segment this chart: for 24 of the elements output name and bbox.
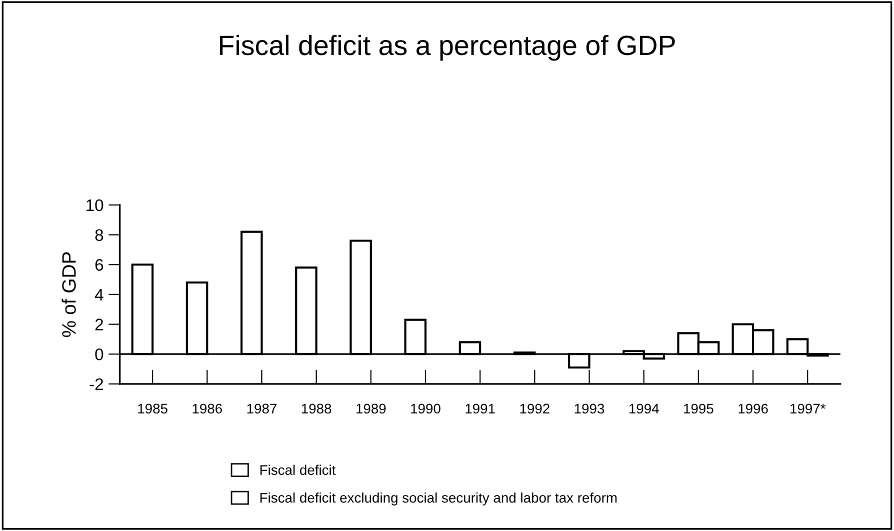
x-tick-label: 1996 — [738, 404, 768, 414]
x-tick-label: 1995 — [684, 404, 714, 414]
y-tick-label: 0 — [95, 348, 104, 360]
legend-label: Fiscal deficit — [260, 464, 336, 475]
x-tick-label: 1985 — [138, 404, 168, 414]
x-tick-label: 1987 — [247, 404, 276, 414]
x-tick-label: 1997* — [790, 404, 826, 414]
y-tick-label: 2 — [95, 318, 103, 330]
y-tick-label: -2 — [90, 378, 103, 390]
legend-label: Fiscal deficit excluding social security and labor tax reform — [260, 492, 617, 506]
y-tick-label: 10 — [86, 199, 104, 212]
x-tick-label: 1986 — [192, 404, 222, 414]
y-axis-title: % of GDP — [62, 252, 76, 337]
x-tick-label: 1989 — [356, 404, 386, 414]
x-tick-label: 1993 — [574, 404, 604, 414]
y-tick-label: 8 — [95, 229, 104, 241]
y-tick-label: 6 — [95, 259, 104, 271]
x-tick-label: 1994 — [629, 404, 659, 414]
x-tick-label: 1992 — [520, 404, 550, 414]
y-tick-label: 4 — [94, 289, 104, 300]
x-tick-label: 1990 — [411, 404, 440, 414]
x-tick-label: 1991 — [466, 404, 495, 414]
chart-title: Fiscal deficit as a percentage of GDP — [220, 34, 675, 61]
x-tick-label: 1988 — [302, 404, 332, 414]
